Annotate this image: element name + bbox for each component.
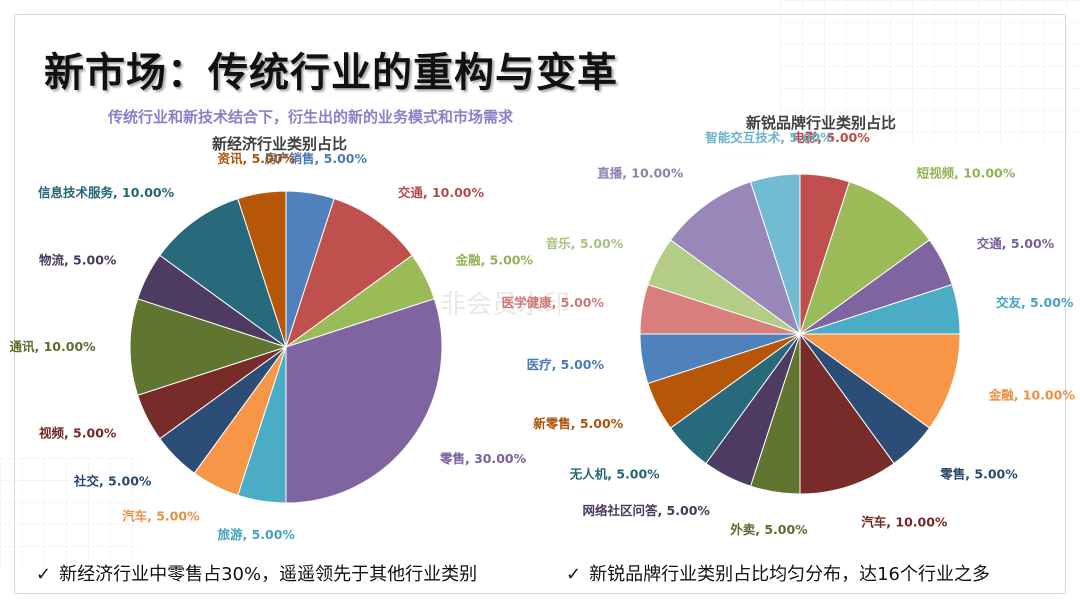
pie-chart-left: 房产销售, 5.00% 交通, 10.00% 金融, 5.00% 零售, 30.00%… [10, 151, 534, 542]
pie-label-1-4: 金融, 10.00% [988, 387, 1076, 402]
pie-chart-right: 电影, 5.00% 短视频, 10.00% 交通, 5.00% 交友, 5.00% 金融… [502, 130, 1076, 537]
pie-label-0-9: 物流, 5.00% [39, 253, 117, 268]
pie-slice-0-1 [285, 198, 413, 349]
pie-label-0-3: 零售, 30.00% [439, 451, 527, 466]
chart-title-right: 新锐品牌行业类别占比 [746, 114, 897, 132]
pie-label-1-8: 网络社区问答, 5.00% [582, 503, 710, 518]
pie-slice-0-3 [285, 298, 443, 504]
pie-slice-1-1 [799, 181, 931, 336]
pie-slice-1-14 [669, 181, 801, 336]
pie-label-1-3: 交友, 5.00% [996, 295, 1074, 310]
pie-label-0-6: 社交, 5.00% [73, 474, 152, 489]
pie-label-0-4: 旅游, 5.00% [216, 527, 295, 542]
pie-label-1-12: 医学健康, 5.00% [502, 295, 605, 310]
pie-slice-0-8 [129, 298, 288, 396]
chart-title-left: 新经济行业类别占比 [212, 135, 348, 153]
conclusion-text: 新经济行业中零售占30%，遥遥领先于其他行业类别 [59, 564, 478, 585]
pie-label-1-7: 外卖, 5.00% [729, 522, 808, 537]
check-icon: ✓ [566, 564, 582, 585]
pie-slice-1-4 [798, 333, 961, 429]
pie-label-0-11: 资讯, 5.00% [217, 151, 295, 166]
pie-slice-1-15 [749, 173, 801, 335]
pie-slice-0-11 [237, 190, 287, 348]
pie-slice-1-6 [799, 332, 895, 495]
grid-decoration [780, 0, 1080, 140]
pie-label-0-5: 汽车, 5.00% [122, 509, 200, 524]
pie-label-1-5: 零售, 5.00% [939, 466, 1018, 481]
pie-label-1-13: 音乐, 5.00% [546, 236, 624, 251]
pie-label-0-1: 交通, 10.00% [398, 185, 485, 200]
watermark: 非会员水印 [440, 290, 571, 320]
slide-title: 新市场：传统行业的重构与变革 [44, 50, 618, 96]
conclusion-text: 新锐品牌行业类别占比均匀分布，达16个行业之多 [589, 564, 990, 585]
grid-decoration [0, 458, 140, 568]
pie-label-0-7: 视频, 5.00% [39, 425, 117, 440]
pie-label-1-14: 直播, 10.00% [597, 165, 684, 180]
conclusion-left: ✓ 新经济行业中零售占30%，遥遥领先于其他行业类别 [36, 560, 477, 586]
pie-label-1-9: 无人机, 5.00% [569, 466, 660, 481]
pie-label-0-2: 金融, 5.00% [455, 253, 534, 268]
slide-subtitle: 传统行业和新技术结合下，衍生出的新的业务模式和市场需求 [108, 108, 514, 126]
pie-label-0-8: 通讯, 10.00% [10, 339, 97, 354]
pie-label-1-10: 新零售, 5.00% [533, 416, 623, 431]
pie-label-0-0: 房产销售, 5.00% [265, 151, 368, 166]
pie-label-1-1: 短视频, 10.00% [917, 165, 1016, 180]
slide-frame [14, 14, 1066, 594]
conclusion-right: ✓ 新锐品牌行业类别占比均匀分布，达16个行业之多 [566, 560, 990, 586]
pie-label-1-15: 智能交互技术, 5.00% [704, 130, 833, 145]
pie-label-1-6: 汽车, 10.00% [861, 515, 948, 530]
pie-slice-0-10 [159, 198, 287, 349]
pie-label-1-2: 交通, 5.00% [977, 236, 1055, 251]
pie-label-1-0: 电影, 5.00% [792, 130, 870, 145]
check-icon: ✓ [36, 564, 52, 585]
pie-label-0-10: 信息技术服务, 10.00% [38, 185, 175, 200]
pie-label-1-11: 医疗, 5.00% [527, 357, 605, 372]
